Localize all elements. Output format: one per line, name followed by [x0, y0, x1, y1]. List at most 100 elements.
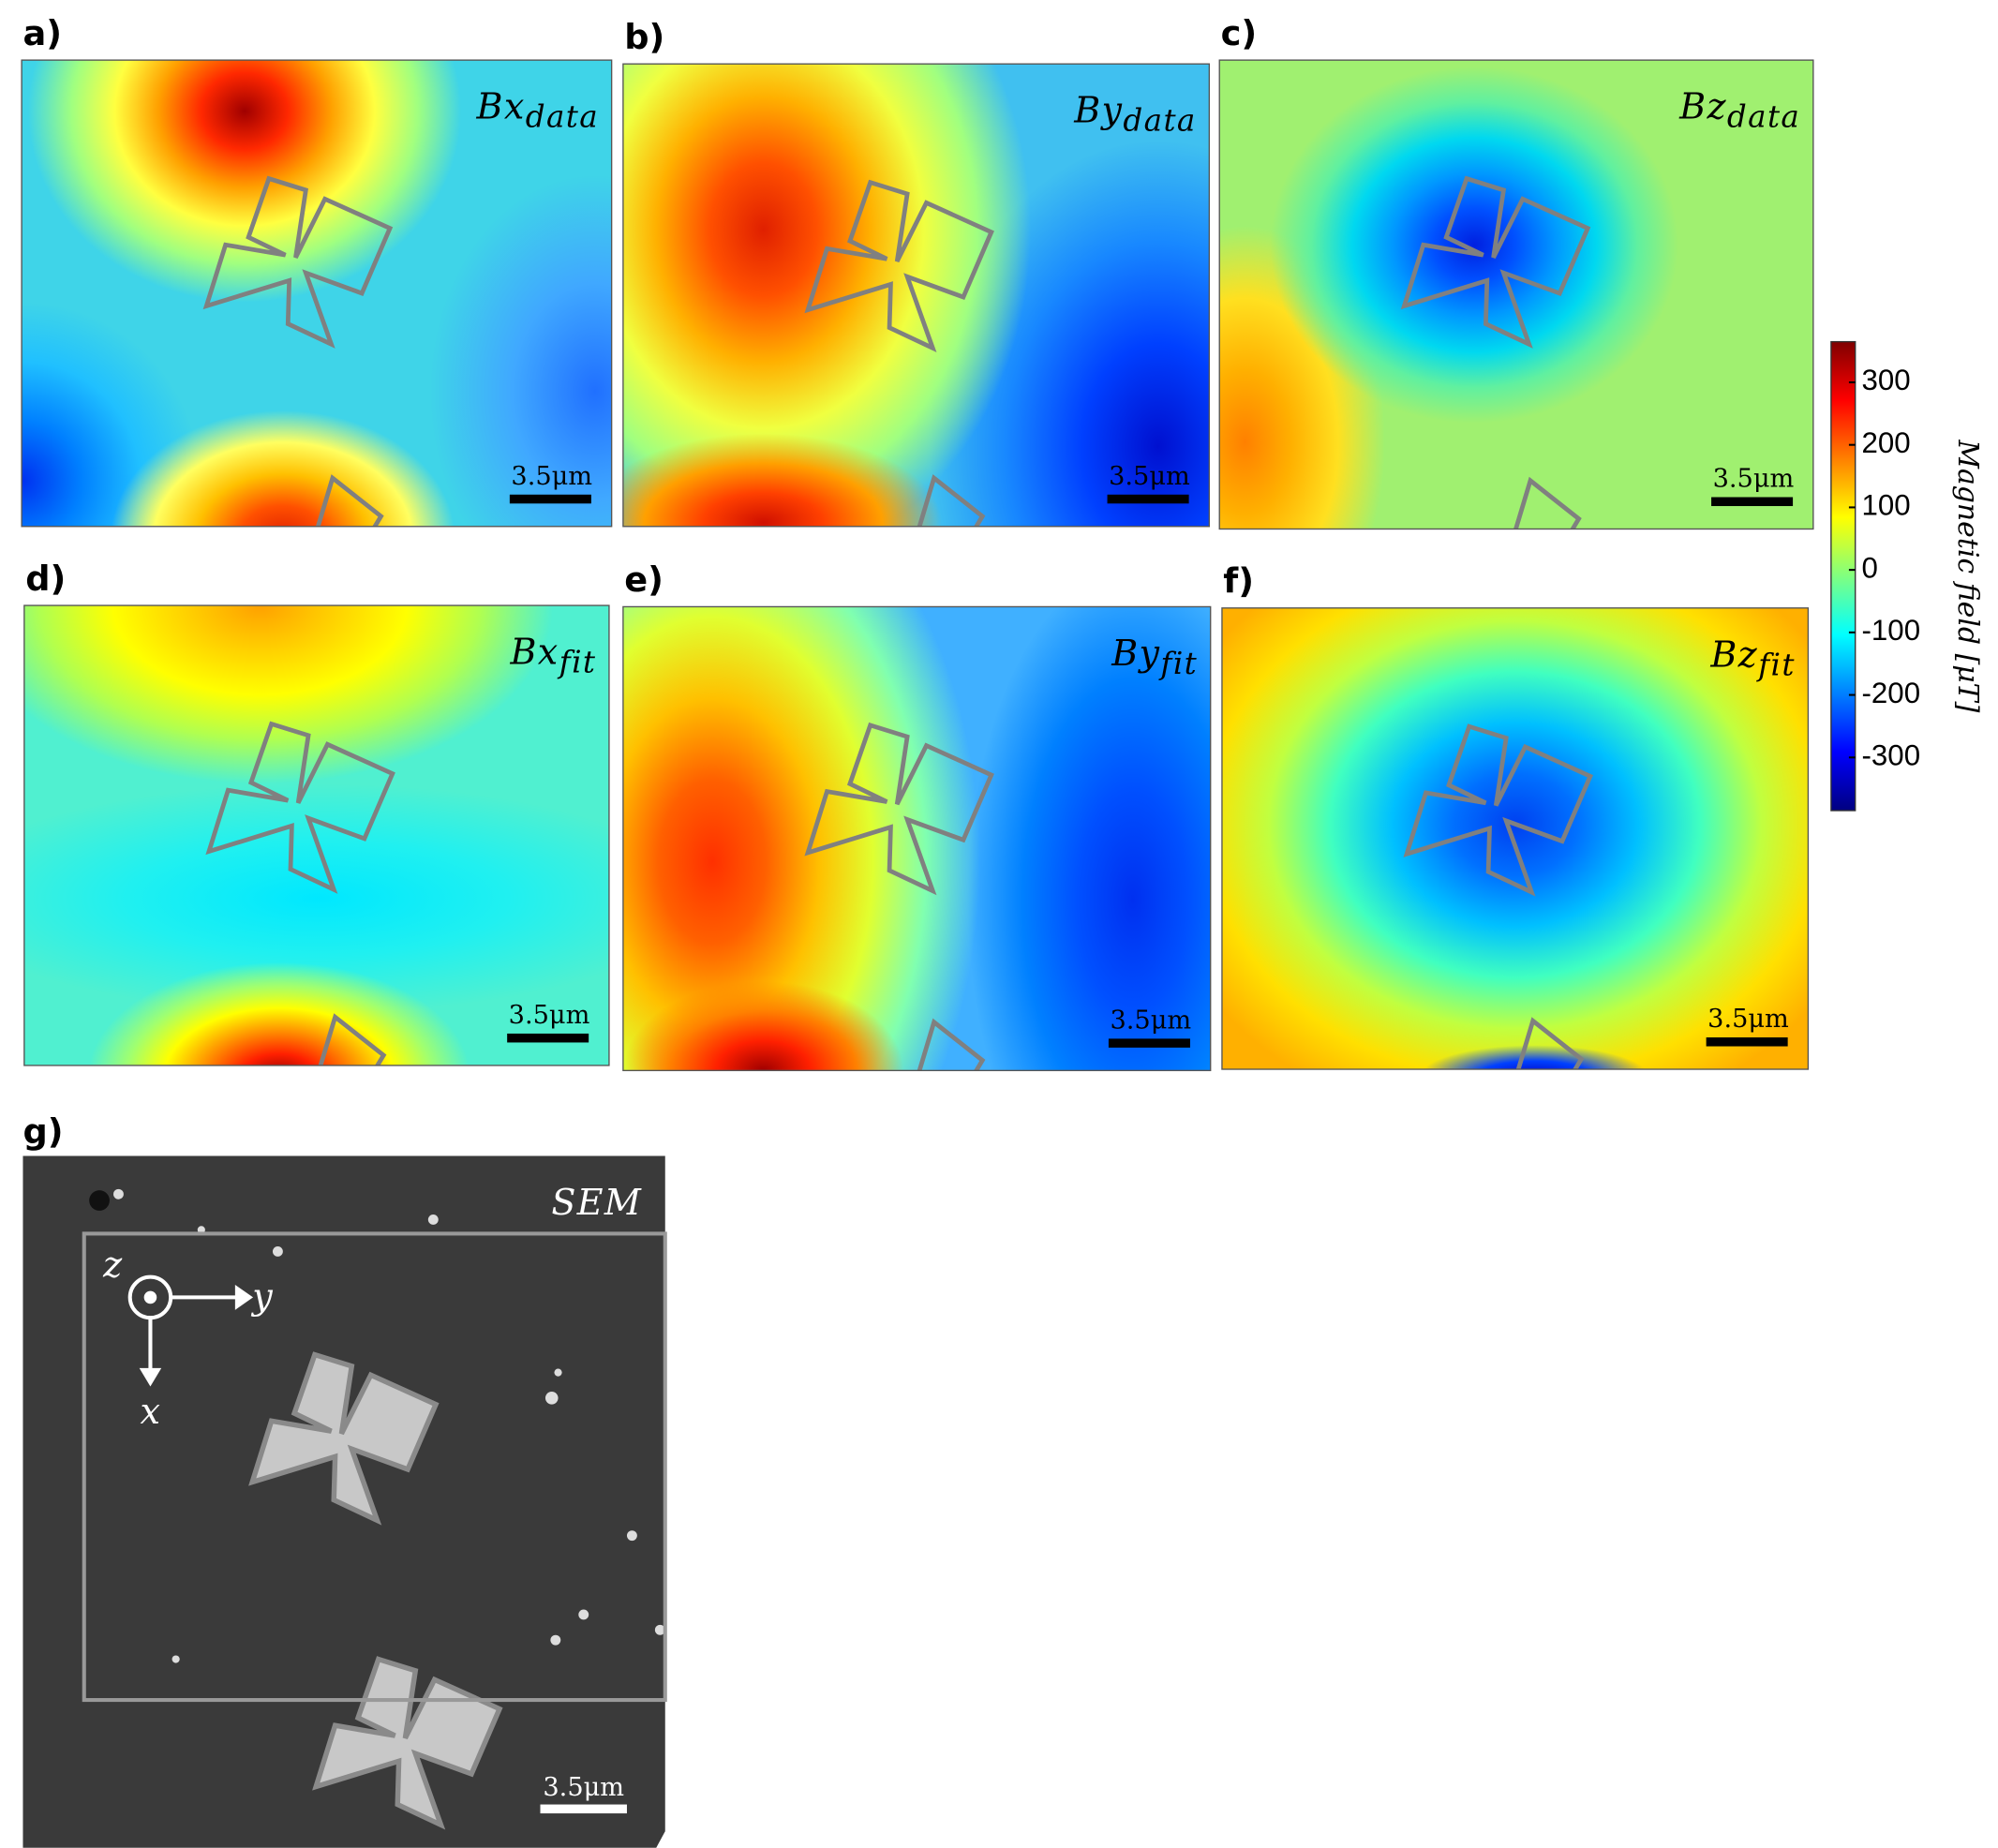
field-region	[429, 174, 612, 527]
sem-particle	[113, 1188, 124, 1200]
field-map	[22, 60, 612, 527]
field-region	[622, 433, 942, 527]
scale-bar	[1108, 1038, 1190, 1048]
panel-title: Bzfit	[1709, 633, 1795, 682]
axis-x-arrow	[139, 1318, 162, 1387]
title-sub: data	[526, 99, 599, 135]
field-map	[1221, 607, 1809, 1070]
field-region	[622, 64, 1031, 527]
panel: Bzfit 3.5μm	[1221, 607, 1810, 1070]
panel-label: d)	[25, 559, 66, 599]
title-sub: fit	[1756, 648, 1796, 683]
panel-label: g)	[22, 1111, 63, 1152]
scale-bar-label: 3.5μm	[543, 1773, 624, 1802]
axis-y-label: y	[250, 1276, 274, 1318]
field-region	[88, 961, 470, 1066]
scale-bar	[1706, 1037, 1788, 1047]
scale-bar-label: 3.5μm	[1110, 1006, 1191, 1035]
title-main: Bx	[476, 86, 526, 127]
colorbar	[1830, 340, 1856, 812]
title-main: By	[1073, 90, 1123, 131]
sem-field-outline	[82, 1231, 667, 1703]
colorbar-tick-label: 0	[1862, 551, 1878, 584]
axis-x-label: x	[141, 1391, 162, 1432]
clover-outline	[202, 175, 394, 349]
clover-outline	[1403, 723, 1594, 897]
colorbar-tick-label: 300	[1862, 364, 1911, 396]
field-map	[622, 606, 1211, 1071]
clover-outline	[917, 474, 986, 527]
sem-title: SEM	[551, 1182, 642, 1223]
sem-particle	[427, 1215, 439, 1225]
scale-bar	[540, 1804, 627, 1814]
panel-label: a)	[22, 13, 62, 53]
title-sub: fit	[1158, 646, 1198, 681]
panel: Bzdata 3.5μm	[1218, 59, 1814, 530]
axis-y-arrow	[171, 1284, 254, 1310]
clover-outline	[205, 721, 395, 894]
scale-bar	[1711, 497, 1794, 507]
scale-bar	[507, 1033, 589, 1043]
colorbar-tick-label: 100	[1862, 489, 1911, 522]
axis-z-dot	[143, 1290, 157, 1304]
sem-particle	[272, 1246, 283, 1257]
clover-outline	[318, 1013, 387, 1066]
title-sub: fit	[558, 645, 597, 680]
field-region	[27, 60, 462, 303]
field-region	[622, 981, 903, 1071]
clover-outline	[315, 474, 384, 527]
sem-particle	[89, 1190, 110, 1211]
scale-bar-label: 3.5μm	[1109, 462, 1190, 491]
panel-title: Bydata	[1073, 90, 1197, 139]
field-region	[1270, 66, 1678, 424]
field-map	[622, 64, 1210, 527]
scale-bar	[509, 494, 591, 504]
scale-bar-label: 3.5μm	[1713, 465, 1795, 494]
title-main: By	[1111, 633, 1160, 674]
title-main: Bx	[509, 632, 559, 673]
sem-particle	[544, 1392, 559, 1405]
field-region	[112, 410, 455, 527]
panel-border	[23, 604, 610, 1066]
panel-border	[622, 63, 1211, 528]
title-main: Bz	[1678, 86, 1727, 127]
scale-bar-label: 3.5μm	[511, 462, 592, 491]
sem-particle	[171, 1655, 180, 1663]
field-region	[1423, 1045, 1646, 1070]
panel-border	[1218, 59, 1814, 530]
clover-outline	[1513, 476, 1582, 529]
panel-label: c)	[1221, 13, 1258, 53]
panel: Byfit 3.5μm	[622, 605, 1212, 1072]
sem-particle	[578, 1609, 589, 1620]
axis-z-label: z	[102, 1244, 123, 1286]
sem-panel: z y x SEM 3.5μm	[22, 1155, 667, 1848]
field-region	[1221, 607, 1809, 1070]
title-main: Bz	[1709, 633, 1758, 675]
clover-outline	[804, 179, 994, 353]
clover-outline	[917, 1018, 986, 1071]
field-region	[23, 783, 609, 1014]
clover-outline	[804, 722, 994, 896]
panel-label: e)	[624, 559, 664, 600]
panel: Bydata 3.5μm	[622, 63, 1211, 528]
panel-title: Bxdata	[476, 86, 600, 135]
panel-border	[622, 605, 1212, 1072]
panel-title: Bzdata	[1678, 86, 1800, 135]
colorbar-tick-label: 200	[1862, 426, 1911, 459]
title-sub: data	[1727, 99, 1800, 135]
colorbar-tick-label: -100	[1862, 614, 1921, 647]
title-sub: data	[1123, 103, 1196, 139]
field-region	[622, 606, 980, 1071]
panel: Bxfit 3.5μm	[23, 604, 610, 1066]
sem-particle	[626, 1530, 637, 1542]
clover-outline	[1515, 1017, 1585, 1070]
panel-border	[1221, 607, 1810, 1070]
panel-title: Bxfit	[509, 632, 596, 680]
panel: Bxdata 3.5μm	[21, 59, 613, 528]
sem-clover	[248, 1351, 440, 1526]
panel-label: b)	[624, 17, 664, 57]
scale-bar-label: 3.5μm	[1707, 1005, 1789, 1034]
colorbar-tick-label: -200	[1862, 677, 1921, 709]
scale-bar	[1107, 494, 1189, 504]
